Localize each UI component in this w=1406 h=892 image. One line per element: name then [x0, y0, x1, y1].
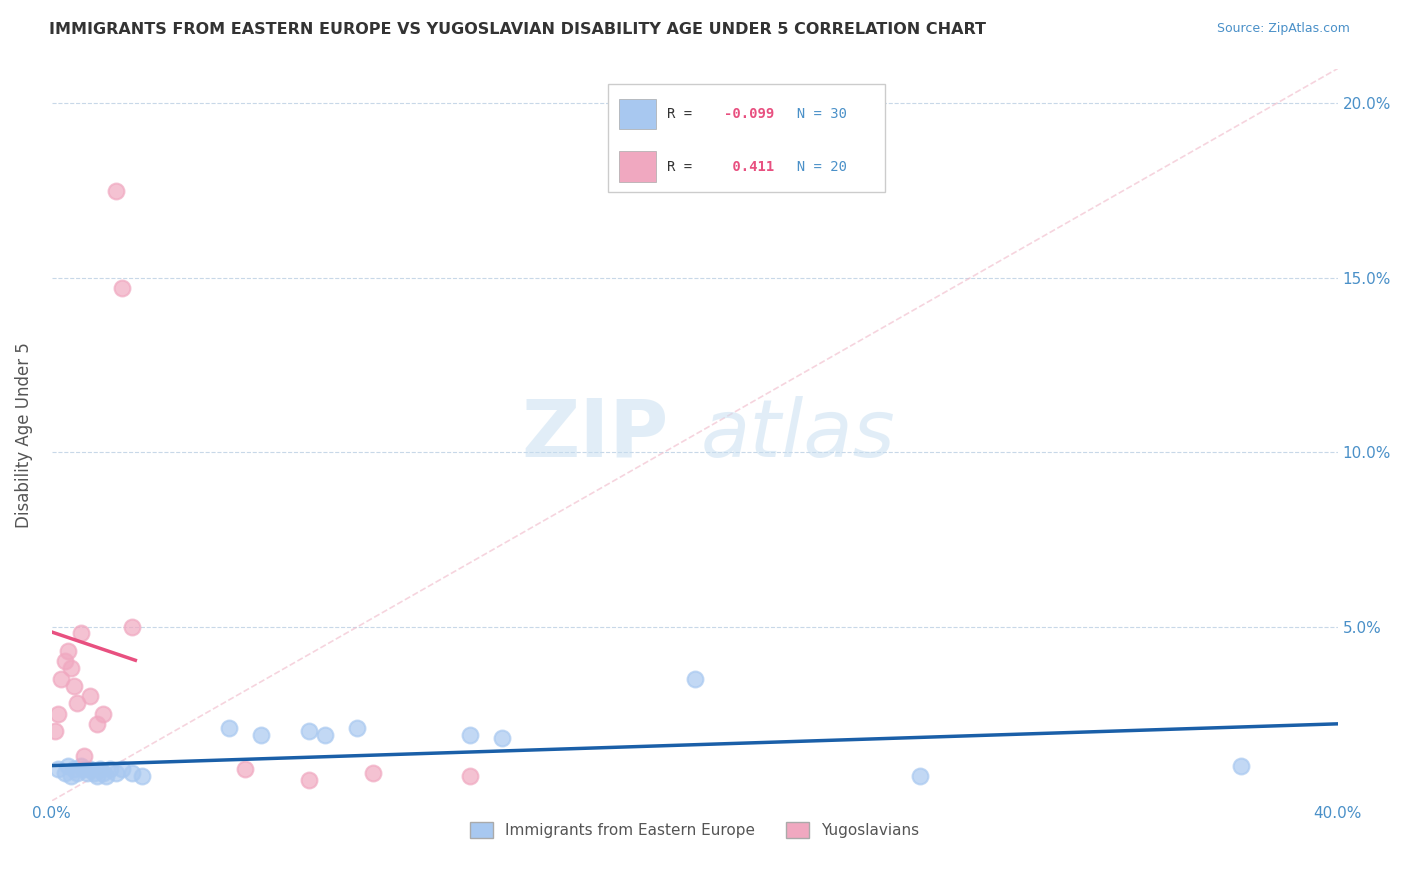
Point	[83, 766, 105, 780]
Point	[66, 696, 89, 710]
Point	[44, 724, 66, 739]
Point	[683, 672, 706, 686]
Point	[46, 763, 69, 777]
Point	[131, 769, 153, 783]
Point	[491, 731, 513, 745]
Point	[69, 759, 91, 773]
Point	[66, 766, 89, 780]
Point	[105, 184, 128, 198]
Point	[73, 763, 96, 777]
Point	[96, 769, 118, 783]
Point	[79, 690, 101, 704]
Point	[60, 769, 83, 783]
Point	[53, 654, 76, 668]
Point	[46, 706, 69, 721]
Point	[76, 766, 98, 780]
Point	[346, 721, 368, 735]
Legend: Immigrants from Eastern Europe, Yugoslavians: Immigrants from Eastern Europe, Yugoslav…	[464, 816, 925, 845]
Point	[458, 769, 481, 783]
Point	[69, 626, 91, 640]
Point	[89, 763, 111, 777]
Point	[314, 728, 336, 742]
Point	[121, 619, 143, 633]
Point	[218, 721, 240, 735]
Point	[111, 281, 134, 295]
Point	[79, 763, 101, 777]
Point	[53, 766, 76, 780]
Point	[60, 661, 83, 675]
Text: atlas: atlas	[702, 396, 896, 474]
Point	[56, 644, 79, 658]
Point	[458, 728, 481, 742]
Text: ZIP: ZIP	[522, 396, 669, 474]
Point	[233, 763, 256, 777]
Point	[86, 769, 108, 783]
Point	[56, 759, 79, 773]
Point	[73, 748, 96, 763]
Point	[63, 763, 86, 777]
Point	[111, 763, 134, 777]
Point	[91, 766, 114, 780]
Point	[908, 769, 931, 783]
Text: IMMIGRANTS FROM EASTERN EUROPE VS YUGOSLAVIAN DISABILITY AGE UNDER 5 CORRELATION: IMMIGRANTS FROM EASTERN EUROPE VS YUGOSL…	[49, 22, 986, 37]
Text: Source: ZipAtlas.com: Source: ZipAtlas.com	[1216, 22, 1350, 36]
Point	[91, 706, 114, 721]
Point	[249, 728, 271, 742]
Point	[63, 679, 86, 693]
Point	[86, 717, 108, 731]
Point	[298, 772, 321, 787]
Point	[1230, 759, 1253, 773]
Point	[105, 766, 128, 780]
Point	[361, 766, 384, 780]
Y-axis label: Disability Age Under 5: Disability Age Under 5	[15, 342, 32, 528]
Point	[51, 672, 73, 686]
Point	[298, 724, 321, 739]
Point	[98, 763, 121, 777]
Point	[121, 766, 143, 780]
